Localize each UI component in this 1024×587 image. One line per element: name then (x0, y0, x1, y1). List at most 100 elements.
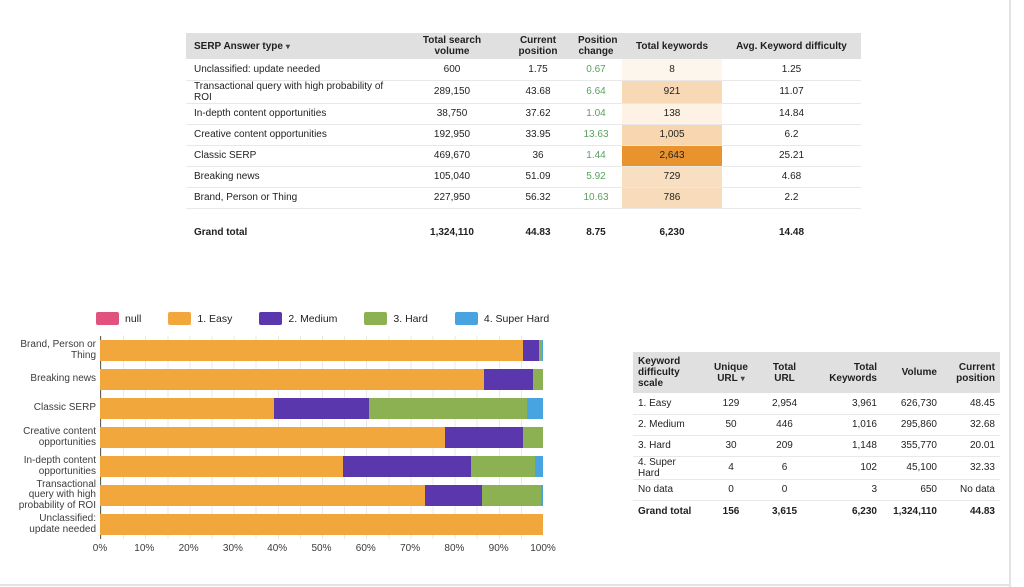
bar-segment-medium[interactable] (424, 485, 482, 506)
table-cell: 37.62 (506, 103, 570, 125)
legend-label: null (125, 312, 142, 325)
bar-segment-medium[interactable] (522, 340, 539, 361)
table-cell: 1.44 (570, 145, 622, 167)
bar-segment-super-hard[interactable] (535, 456, 543, 477)
x-axis-tick-label: 20% (178, 543, 199, 554)
difficulty-table-header-row: Keyword difficulty scale Unique URL ▾ Total… (633, 352, 1000, 393)
column-header-label: Avg. Keyword difficulty (736, 40, 847, 52)
table-cell: 129 (705, 393, 757, 415)
column-header[interactable]: Volume (882, 352, 942, 393)
bar-segment-easy[interactable] (100, 398, 274, 419)
stacked-bar (100, 427, 543, 448)
table-cell: 33.95 (506, 124, 570, 146)
grand-total-cell: 3,615 (771, 505, 798, 517)
bar-segment-super-hard[interactable] (541, 340, 543, 361)
table-cell: 3. Hard (633, 435, 705, 457)
table-cell: 1. Easy (633, 393, 705, 415)
column-header[interactable]: Keyword difficulty scale (633, 352, 705, 393)
table-cell: 5.92 (570, 166, 622, 188)
column-header[interactable]: Total Keywords (812, 352, 882, 393)
legend-swatch-icon (168, 312, 192, 325)
table-cell: Breaking news (186, 166, 398, 188)
bar-segment-medium[interactable] (273, 398, 369, 419)
column-header-label: Unique URL (714, 361, 748, 384)
bar-segment-easy[interactable] (100, 369, 485, 390)
table-cell: Classic SERP (186, 145, 398, 167)
column-header[interactable]: Current position (942, 352, 1000, 393)
table-cell: 600 (398, 59, 506, 81)
table-cell: 2.2 (722, 187, 861, 209)
grand-total-cell: 8.75 (586, 226, 606, 238)
column-header-label: Keyword difficulty scale (638, 356, 681, 389)
table-cell: 289,150 (398, 80, 506, 104)
table-cell: 0 (705, 479, 757, 501)
table-cell: 13.63 (570, 124, 622, 146)
bar-segment-easy[interactable] (100, 340, 523, 361)
chart-plot-area (100, 336, 543, 539)
table-cell: 43.68 (506, 80, 570, 104)
table-cell: 6.64 (570, 80, 622, 104)
x-axis: 0% 10% 20% 30% 40% 50% 60% 70% 80% 90% 100% (93, 543, 556, 556)
table-cell: 105,040 (398, 166, 506, 188)
table-cell: 729 (622, 166, 722, 188)
table-cell: 0 (757, 479, 812, 501)
grand-total-cell: 14.48 (778, 226, 805, 238)
table-cell: 6.2 (722, 124, 861, 146)
grand-total-cell: Grand total (194, 226, 248, 238)
bar-segment-easy[interactable] (100, 456, 344, 477)
table-cell: 1,016 (812, 414, 882, 436)
bar-segment-easy[interactable] (100, 485, 425, 506)
column-header[interactable]: Current position (506, 33, 570, 59)
bar-segment-hard[interactable] (368, 398, 528, 419)
table-row: In-depth content opportunities 38,750 37.6… (186, 103, 861, 125)
legend-item-hard: 3. Hard (364, 312, 428, 325)
grand-total-cell: 44.83 (525, 226, 551, 238)
bar-track (100, 394, 543, 423)
sort-arrow-icon: ▾ (740, 373, 745, 383)
table-cell: 6 (757, 456, 812, 480)
column-header[interactable]: Total URL (757, 352, 812, 393)
table-cell: 1.25 (722, 59, 861, 81)
bar-segment-medium[interactable] (343, 456, 472, 477)
bar-segment-hard[interactable] (481, 485, 541, 506)
table-cell: 209 (757, 435, 812, 457)
column-header[interactable]: Unique URL ▾ (705, 352, 757, 393)
table-cell: 25.21 (722, 145, 861, 167)
bar-track (100, 336, 543, 365)
x-axis-tick-label: 100% (530, 543, 556, 554)
bar-segment-super-hard[interactable] (540, 485, 543, 506)
y-axis-labels: Brand, Person or Thing Breaking news Class… (18, 336, 100, 539)
table-cell: 38,750 (398, 103, 506, 125)
table-cell: Transactional query with high probabilit… (186, 80, 398, 104)
column-header[interactable]: Total search volume (398, 33, 506, 59)
bar-segment-easy[interactable] (100, 427, 446, 448)
bar-track (100, 510, 543, 539)
column-header[interactable]: Position change (570, 33, 622, 59)
column-header[interactable]: SERP Answer type ▾ (186, 33, 398, 59)
bar-segment-medium[interactable] (445, 427, 523, 448)
table-cell: 3 (812, 479, 882, 501)
table-cell: 1,148 (812, 435, 882, 457)
bar-segment-hard[interactable] (532, 369, 543, 390)
bar-segment-hard[interactable] (538, 340, 542, 361)
bar-segment-super-hard[interactable] (527, 398, 543, 419)
grand-total-row: Grand total 1,324,110 44.83 8.75 6,230 14.48 (186, 221, 861, 243)
table-cell: Brand, Person or Thing (186, 187, 398, 209)
keyword-difficulty-chart: null 1. Easy 2. Medium 3. Hard 4. Super Hard… (18, 311, 566, 556)
chart-body: Brand, Person or Thing Breaking news Class… (18, 336, 566, 539)
bar-segment-hard[interactable] (522, 427, 543, 448)
table-cell: 20.01 (942, 435, 1000, 457)
bar-segment-hard[interactable] (471, 456, 536, 477)
bar-segment-easy[interactable] (100, 514, 543, 535)
table-row: 4. Super Hard 4 6 102 45,100 32.33 (633, 456, 1000, 480)
column-header[interactable]: Total keywords (622, 33, 722, 59)
column-header[interactable]: Avg. Keyword difficulty (722, 33, 861, 59)
legend-label: 2. Medium (288, 312, 338, 325)
legend-swatch-icon (259, 312, 283, 325)
table-cell: Unclassified: update needed (186, 59, 398, 81)
table-cell: 626,730 (882, 393, 942, 415)
column-header-label: Current position (956, 361, 995, 384)
bar-segment-medium[interactable] (484, 369, 533, 390)
stacked-bar (100, 340, 543, 361)
table-row: 3. Hard 30 209 1,148 355,770 20.01 (633, 435, 1000, 457)
